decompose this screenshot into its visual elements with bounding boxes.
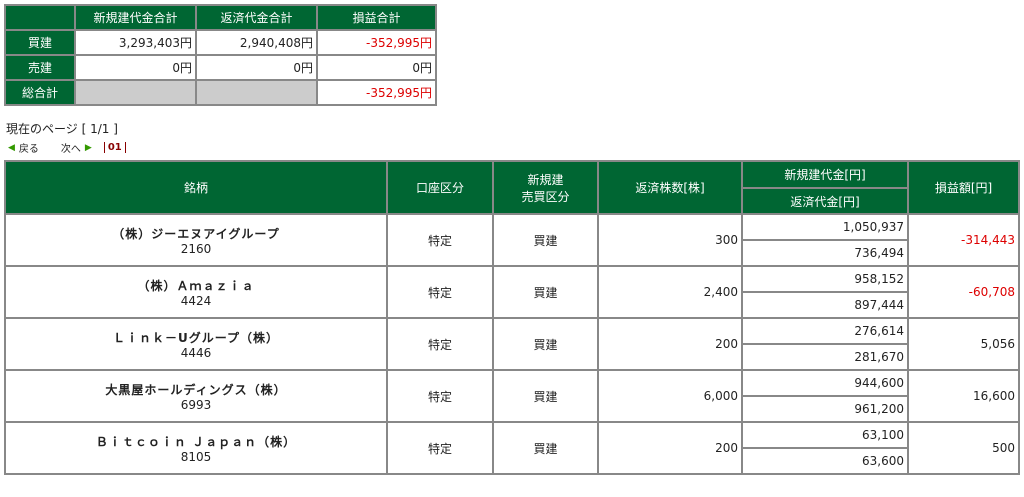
back-link[interactable]: 戻る — [18, 144, 39, 155]
trade-side: 買建 — [492, 421, 599, 475]
page-01-link[interactable]: 01 — [103, 142, 126, 153]
close-qty: 200 — [597, 317, 743, 371]
account-type: 特定 — [386, 213, 494, 267]
close-amount: 736,494 — [741, 239, 909, 267]
trade-side: 買建 — [492, 317, 599, 371]
header-side: 新規建 売買区分 — [492, 160, 599, 215]
stock-code: 4446 — [180, 345, 212, 360]
stock-name[interactable]: Ｂｉｔｃｏｉｎ Ｊａｐａｎ（株） — [95, 434, 297, 449]
header-account: 口座区分 — [386, 160, 494, 215]
current-page: 現在のページ [ 1/1 ] — [6, 122, 118, 136]
total-pl: -352,995円 — [316, 79, 437, 106]
header-new-amount: 新規建代金[円] — [741, 160, 909, 189]
sell-new: 0円 — [74, 54, 197, 81]
summary-table: 新規建代金合計 返済代金合計 損益合計 買建 3,293,403円 2,940,… — [4, 4, 437, 106]
new-amount: 1,050,937 — [741, 213, 909, 241]
trade-side: 買建 — [492, 369, 599, 423]
header-pl-total: 損益合計 — [316, 4, 437, 31]
triangle-left-icon: ◀ — [8, 142, 15, 153]
trade-side: 買建 — [492, 213, 599, 267]
close-amount: 897,444 — [741, 291, 909, 319]
close-qty: 6,000 — [597, 369, 743, 423]
stock-name-cell: （株）Ａｍａｚｉａ 4424 — [4, 265, 388, 319]
next-link[interactable]: 次へ — [60, 144, 81, 155]
triangle-right-icon: ▶ — [84, 142, 92, 153]
table-row: 大黒屋ホールディングス（株） 6993 特定 買建 6,000 944,600 1… — [4, 369, 1020, 423]
close-qty: 300 — [597, 213, 743, 267]
account-type: 特定 — [386, 317, 494, 371]
close-amount: 961,200 — [741, 395, 909, 423]
stock-name[interactable]: Ｌｉｎｋ－Uグループ（株） — [112, 330, 280, 345]
close-amount: 63,600 — [741, 447, 909, 475]
new-amount: 958,152 — [741, 265, 909, 293]
pagination: ◀ 戻る 次へ ▶ 01 — [8, 140, 126, 155]
buy-pl: -352,995円 — [316, 29, 437, 56]
positions-table: 銘柄 口座区分 新規建 売買区分 返済株数[株] 新規建代金[円] 損益額[円]… — [4, 160, 1020, 475]
header-close-amount: 返済代金[円] — [741, 187, 909, 215]
table-row: Ｂｉｔｃｏｉｎ Ｊａｐａｎ（株） 8105 特定 買建 200 63,100 50… — [4, 421, 1020, 475]
stock-name[interactable]: （株）ジーエヌアイグループ — [112, 226, 280, 241]
header-name: 銘柄 — [4, 160, 388, 215]
stock-name-cell: Ｂｉｔｃｏｉｎ Ｊａｐａｎ（株） 8105 — [4, 421, 388, 475]
close-amount: 281,670 — [741, 343, 909, 371]
close-qty: 2,400 — [597, 265, 743, 319]
profit-loss: -60,708 — [907, 265, 1020, 319]
header-qty: 返済株数[株] — [597, 160, 743, 215]
account-type: 特定 — [386, 265, 494, 319]
stock-name-cell: Ｌｉｎｋ－Uグループ（株） 4446 — [4, 317, 388, 371]
stock-name-cell: （株）ジーエヌアイグループ 2160 — [4, 213, 388, 267]
total-close-empty — [195, 79, 318, 106]
profit-loss: 500 — [907, 421, 1020, 475]
profit-loss: -314,443 — [907, 213, 1020, 267]
stock-name[interactable]: 大黒屋ホールディングス（株） — [105, 382, 287, 397]
table-row: （株）Ａｍａｚｉａ 4424 特定 買建 2,400 958,152 -60,70… — [4, 265, 1020, 319]
total-new-empty — [74, 79, 197, 106]
row-label-buy: 買建 — [4, 29, 76, 56]
stock-name[interactable]: （株）Ａｍａｚｉａ — [137, 278, 255, 293]
buy-new: 3,293,403円 — [74, 29, 197, 56]
account-type: 特定 — [386, 421, 494, 475]
sell-close: 0円 — [195, 54, 318, 81]
stock-code: 6993 — [180, 397, 212, 412]
header-close-total: 返済代金合計 — [195, 4, 318, 31]
table-row: Ｌｉｎｋ－Uグループ（株） 4446 特定 買建 200 276,614 5,05… — [4, 317, 1020, 371]
corner — [4, 4, 76, 31]
stock-code: 2160 — [180, 241, 212, 256]
new-amount: 944,600 — [741, 369, 909, 397]
row-label-total: 総合計 — [4, 79, 76, 106]
stock-code: 8105 — [180, 449, 212, 464]
account-type: 特定 — [386, 369, 494, 423]
stock-code: 4424 — [180, 293, 212, 308]
new-amount: 63,100 — [741, 421, 909, 449]
header-new-total: 新規建代金合計 — [74, 4, 197, 31]
new-amount: 276,614 — [741, 317, 909, 345]
sell-pl: 0円 — [316, 54, 437, 81]
table-row: （株）ジーエヌアイグループ 2160 特定 買建 300 1,050,937 -3… — [4, 213, 1020, 267]
profit-loss: 5,056 — [907, 317, 1020, 371]
row-label-sell: 売建 — [4, 54, 76, 81]
profit-loss: 16,600 — [907, 369, 1020, 423]
trade-side: 買建 — [492, 265, 599, 319]
buy-close: 2,940,408円 — [195, 29, 318, 56]
close-qty: 200 — [597, 421, 743, 475]
header-pl: 損益額[円] — [907, 160, 1020, 215]
stock-name-cell: 大黒屋ホールディングス（株） 6993 — [4, 369, 388, 423]
